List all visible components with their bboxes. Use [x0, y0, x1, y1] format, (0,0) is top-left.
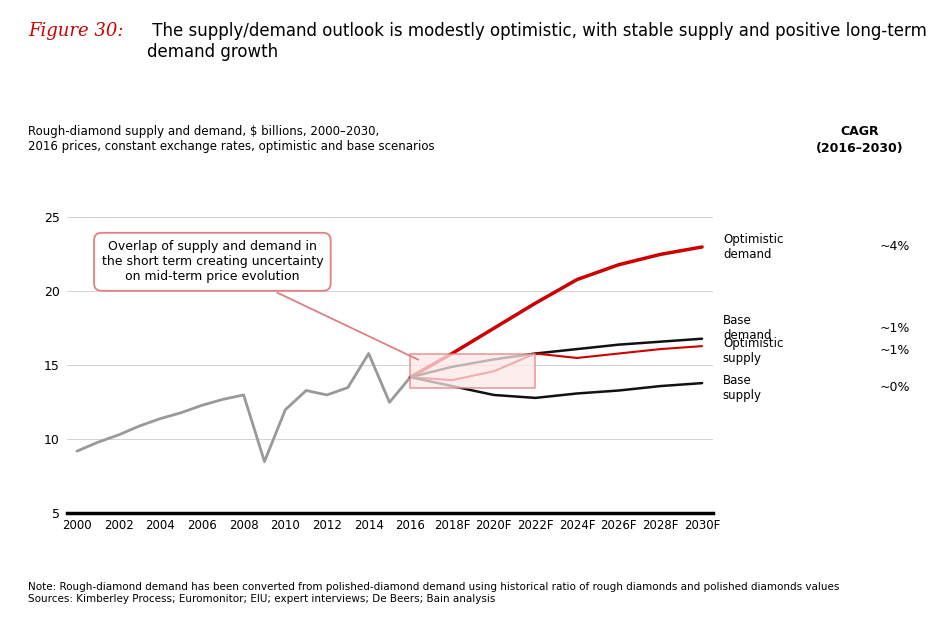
Text: Figure 30:: Figure 30: — [28, 22, 124, 40]
Text: Rough-diamond supply and demand, $ billions, 2000–2030,
2016 prices, constant ex: Rough-diamond supply and demand, $ billi… — [28, 125, 435, 153]
Text: The supply/demand outlook is modestly optimistic, with stable supply and positiv: The supply/demand outlook is modestly op… — [147, 22, 927, 61]
Text: ~1%: ~1% — [879, 322, 909, 335]
Text: Optimistic
demand: Optimistic demand — [723, 233, 784, 261]
Text: ~0%: ~0% — [879, 381, 910, 394]
Text: Optimistic
supply: Optimistic supply — [723, 337, 784, 364]
Text: Note: Rough-diamond demand has been converted from polished-diamond demand using: Note: Rough-diamond demand has been conv… — [28, 582, 840, 604]
Text: ~4%: ~4% — [879, 240, 909, 254]
Text: CAGR
(2016–2030): CAGR (2016–2030) — [816, 125, 903, 155]
Text: ~1%: ~1% — [879, 344, 909, 357]
Text: Base
supply: Base supply — [723, 374, 762, 401]
Text: Overlap of supply and demand in
the short term creating uncertainty
on mid-term : Overlap of supply and demand in the shor… — [102, 240, 418, 360]
Text: Base
demand: Base demand — [723, 314, 771, 342]
Bar — [410, 354, 536, 387]
